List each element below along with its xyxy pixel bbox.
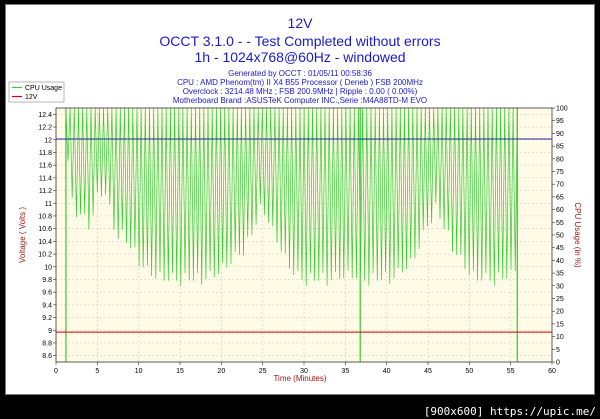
legend-box xyxy=(8,81,65,103)
x-tick-label: 15 xyxy=(176,368,184,375)
x-tick-label: 10 xyxy=(135,368,143,375)
y-left-tick-label: 10.2 xyxy=(38,252,52,259)
y-left-tick-label: 9.2 xyxy=(42,315,52,322)
y-right-tick-label: 45 xyxy=(556,245,564,252)
y-left-tick-label: 11.8 xyxy=(39,150,52,157)
y-right-tick-label: 100 xyxy=(556,106,568,113)
y-axis-left-label: Voltage ( Volts ) xyxy=(18,207,27,263)
y-left-tick-label: 8.6 xyxy=(42,353,52,360)
chart-subtitle-1: OCCT 3.1.0 - - Test Completed without er… xyxy=(159,33,440,49)
y-right-tick-label: 65 xyxy=(556,194,564,201)
y-left-tick-label: 11.2 xyxy=(39,188,52,195)
info-line-4: Motherboard Brand :ASUSTeK Computer INC.… xyxy=(173,96,427,105)
y-left-tick-label: 10.4 xyxy=(38,239,52,246)
info-line-2: CPU : AMD Phenom(tm) II X4 B55 Processor… xyxy=(177,78,423,87)
x-tick-label: 5 xyxy=(95,368,99,375)
x-tick-label: 30 xyxy=(300,368,308,375)
y-left-tick-label: 11.4 xyxy=(39,175,52,182)
info-line-1: Generated by OCCT : 01/05/11 00:58:36 xyxy=(228,69,372,78)
y-right-tick-label: 55 xyxy=(556,220,564,227)
y-right-tick-label: 15 xyxy=(556,321,564,328)
chart-title: 12V xyxy=(288,15,314,31)
y-axis-right-label: CPU Usage (in %) xyxy=(573,202,582,268)
y-right-tick-label: 60 xyxy=(556,207,564,214)
x-tick-label: 40 xyxy=(383,368,391,375)
y-left-tick-label: 11.6 xyxy=(39,163,52,170)
y-right-tick-label: 30 xyxy=(556,283,564,290)
y-right-tick-label: 5 xyxy=(556,347,560,354)
x-axis-label: Time (Minutes) xyxy=(273,374,326,383)
y-left-tick-label: 11 xyxy=(45,201,52,208)
y-left-tick-label: 9.4 xyxy=(42,302,52,309)
y-left-tick-label: 9 xyxy=(48,328,52,335)
y-right-tick-label: 90 xyxy=(556,131,564,138)
chart-subtitle-2: 1h - 1024x768@60Hz - windowed xyxy=(194,49,405,65)
x-tick-label: 25 xyxy=(259,368,267,375)
y-left-tick-label: 10 xyxy=(44,264,52,271)
ticks: 0 5 10 15 20 25 30 35 40 45 50 55 608.68.899.29.49.6… xyxy=(38,106,567,376)
y-left-tick-label: 12 xyxy=(44,137,52,144)
y-right-tick-label: 20 xyxy=(556,309,564,316)
info-line-3: Overclock : 3214.48 MHz ; FSB 200.9MHz |… xyxy=(183,87,418,96)
legend: CPU Usage 12V xyxy=(8,81,65,103)
watermark: [900x600] https://upic.me/ xyxy=(423,405,596,418)
legend-label-12v: 12V xyxy=(25,94,38,101)
y-right-tick-label: 80 xyxy=(556,156,564,163)
y-right-tick-label: 10 xyxy=(556,334,564,341)
y-right-tick-label: 70 xyxy=(556,182,564,189)
y-left-tick-label: 12.2 xyxy=(38,125,52,132)
x-tick-label: 60 xyxy=(548,368,556,375)
x-tick-label: 50 xyxy=(465,368,473,375)
x-tick-label: 20 xyxy=(217,368,225,375)
y-right-tick-label: 0 xyxy=(556,360,560,367)
y-right-tick-label: 85 xyxy=(556,144,564,151)
x-tick-label: 0 xyxy=(54,368,58,375)
y-right-tick-label: 75 xyxy=(556,169,564,176)
y-right-tick-label: 95 xyxy=(556,118,564,125)
y-left-tick-label: 10.6 xyxy=(38,226,52,233)
y-left-tick-label: 9.8 xyxy=(42,277,52,284)
x-tick-label: 35 xyxy=(341,368,349,375)
x-tick-label: 55 xyxy=(507,368,515,375)
legend-label-cpu-usage: CPU Usage xyxy=(25,85,62,92)
x-tick-label: 45 xyxy=(424,368,432,375)
y-right-tick-label: 25 xyxy=(556,296,564,303)
y-right-tick-label: 40 xyxy=(556,258,564,265)
y-right-tick-label: 35 xyxy=(556,271,564,278)
y-right-tick-label: 50 xyxy=(556,233,564,240)
y-left-tick-label: 10.8 xyxy=(38,213,52,220)
y-left-tick-label: 9.6 xyxy=(42,290,52,297)
y-left-tick-label: 8.8 xyxy=(42,340,52,347)
y-left-tick-label: 12.4 xyxy=(38,112,52,119)
